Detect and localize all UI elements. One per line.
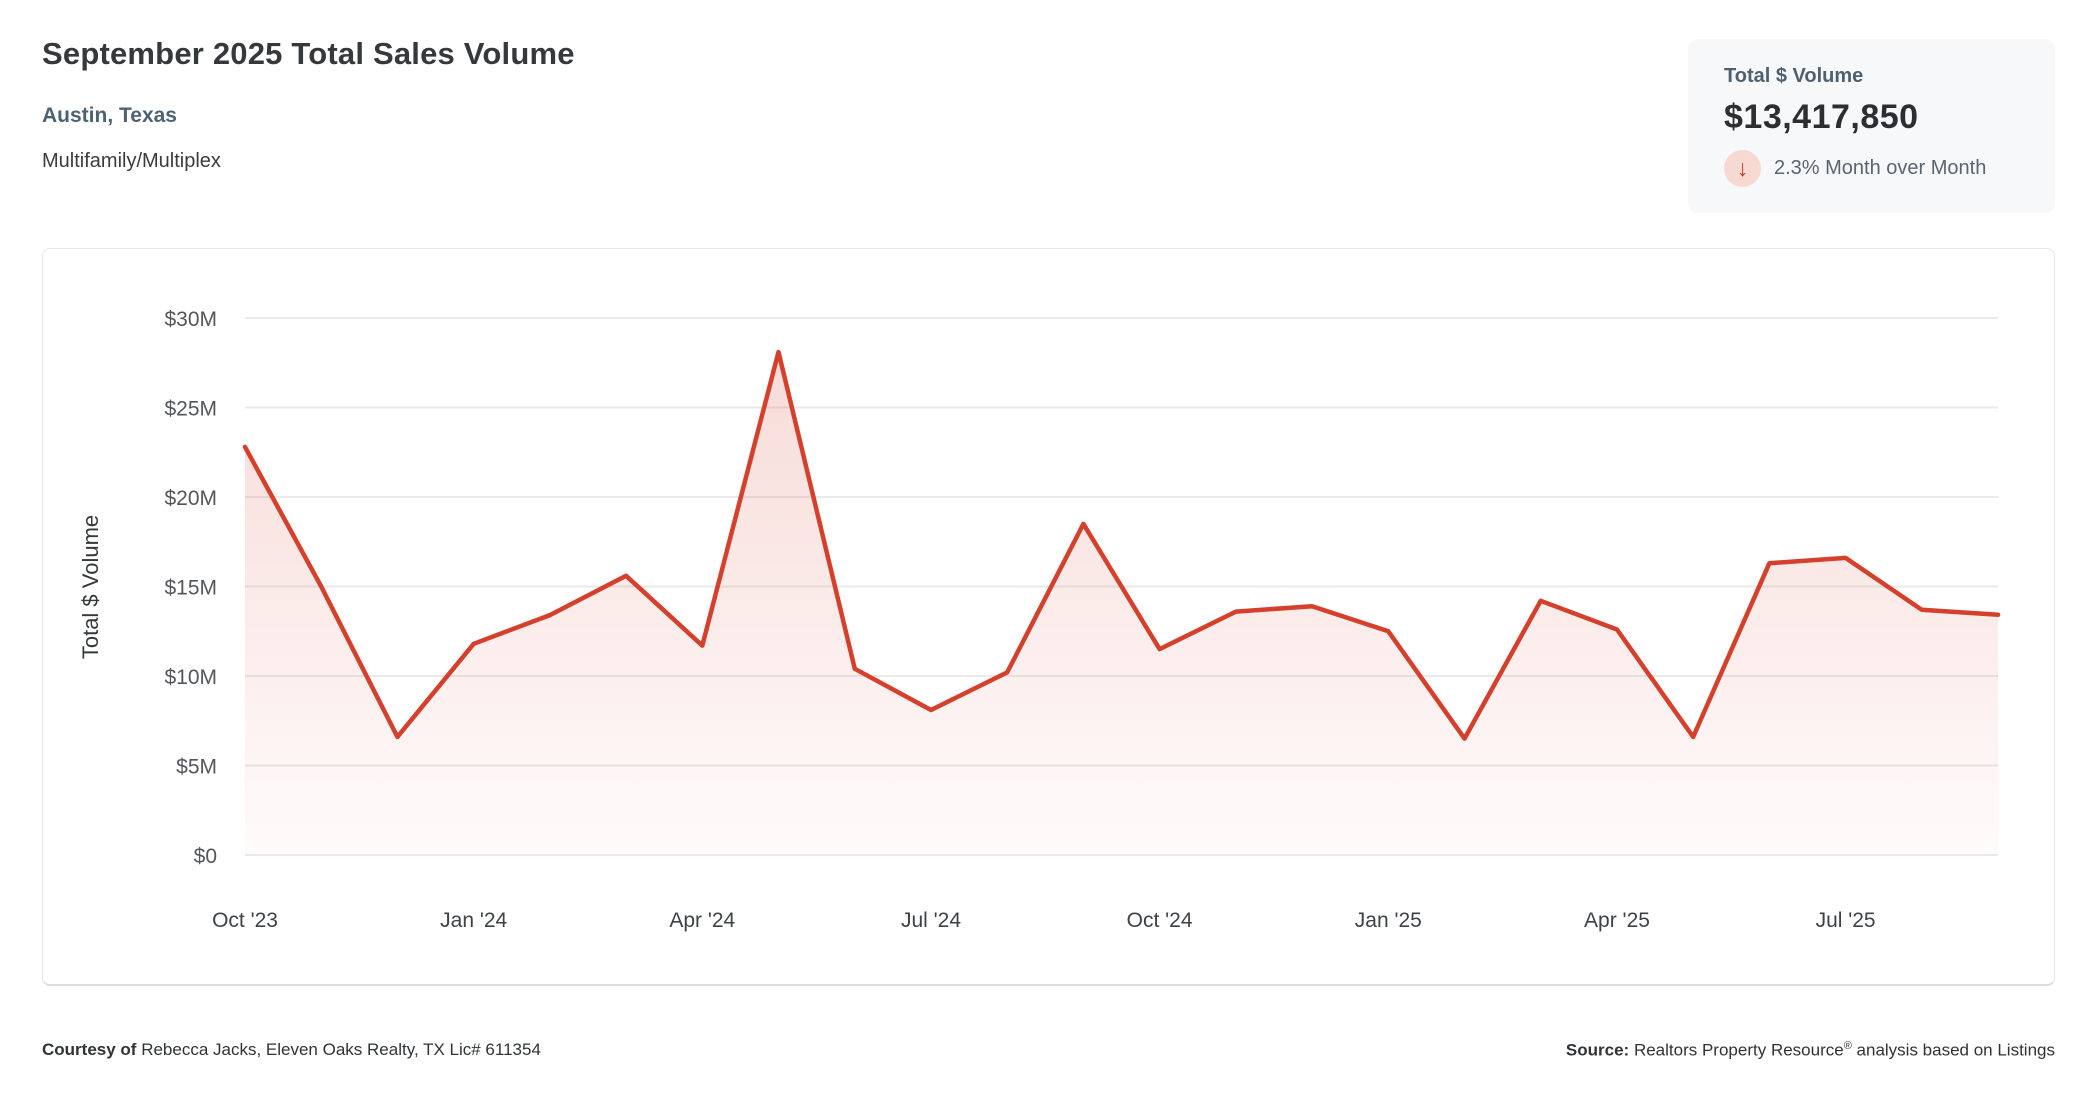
- change-text: 2.3% Month over Month: [1774, 157, 1987, 179]
- y-tick-label: $20M: [164, 487, 217, 510]
- source-text-tail: analysis based on Listings: [1851, 1040, 2055, 1060]
- month-over-month-change: ↓ 2.3% Month over Month: [1724, 150, 2055, 187]
- registered-mark: ®: [1843, 1040, 1852, 1052]
- total-volume-stat-card: Total $ Volume $13,417,850 ↓ 2.3% Month …: [1688, 39, 2055, 213]
- down-arrow-icon: ↓: [1724, 150, 1761, 187]
- y-axis-title: Total $ Volume: [78, 515, 103, 659]
- courtesy-text: Rebecca Jacks, Eleven Oaks Realty, TX Li…: [136, 1040, 541, 1059]
- stat-label: Total $ Volume: [1724, 65, 1864, 87]
- source-text: Realtors Property Resource: [1629, 1040, 1844, 1060]
- courtesy-label: Courtesy of: [42, 1040, 137, 1059]
- property-type-label: Multifamily/Multiplex: [42, 150, 221, 172]
- page-title: September 2025 Total Sales Volume: [42, 36, 575, 71]
- sales-volume-area-chart: $0 $5M $10M $15M $20M $25M $30M Oct '23 Jan '24 A…: [78, 308, 2001, 932]
- y-tick-label: $25M: [164, 398, 217, 421]
- y-tick-label: $5M: [176, 756, 217, 779]
- x-tick-label: Jul '25: [1816, 909, 1876, 932]
- y-tick-label: $10M: [164, 666, 217, 689]
- y-tick-label: $15M: [164, 577, 217, 600]
- x-tick-label: Jan '24: [440, 909, 507, 932]
- source-attribution: Source: Realtors Property Resource® anal…: [1566, 1040, 2055, 1061]
- area-fill: [245, 352, 1999, 855]
- sales-volume-chart-panel: $0 $5M $10M $15M $20M $25M $30M Oct '23 Jan '24 A…: [42, 248, 2055, 986]
- location-subtitle: Austin, Texas: [42, 104, 177, 127]
- sales-volume-line: [242, 349, 2001, 741]
- x-tick-label: Oct '23: [212, 909, 278, 932]
- x-tick-label: Apr '25: [1584, 909, 1650, 932]
- y-tick-label: $0: [194, 845, 217, 868]
- x-tick-label: Jan '25: [1355, 909, 1422, 932]
- courtesy-attribution: Courtesy of Rebecca Jacks, Eleven Oaks R…: [42, 1040, 541, 1060]
- stat-value: $13,417,850: [1724, 98, 1919, 136]
- y-tick-label: $30M: [164, 308, 217, 331]
- x-tick-label: Oct '24: [1127, 909, 1193, 932]
- x-tick-label: Apr '24: [669, 909, 735, 932]
- source-label: Source:: [1565, 1040, 1630, 1060]
- x-tick-label: Jul '24: [901, 909, 961, 932]
